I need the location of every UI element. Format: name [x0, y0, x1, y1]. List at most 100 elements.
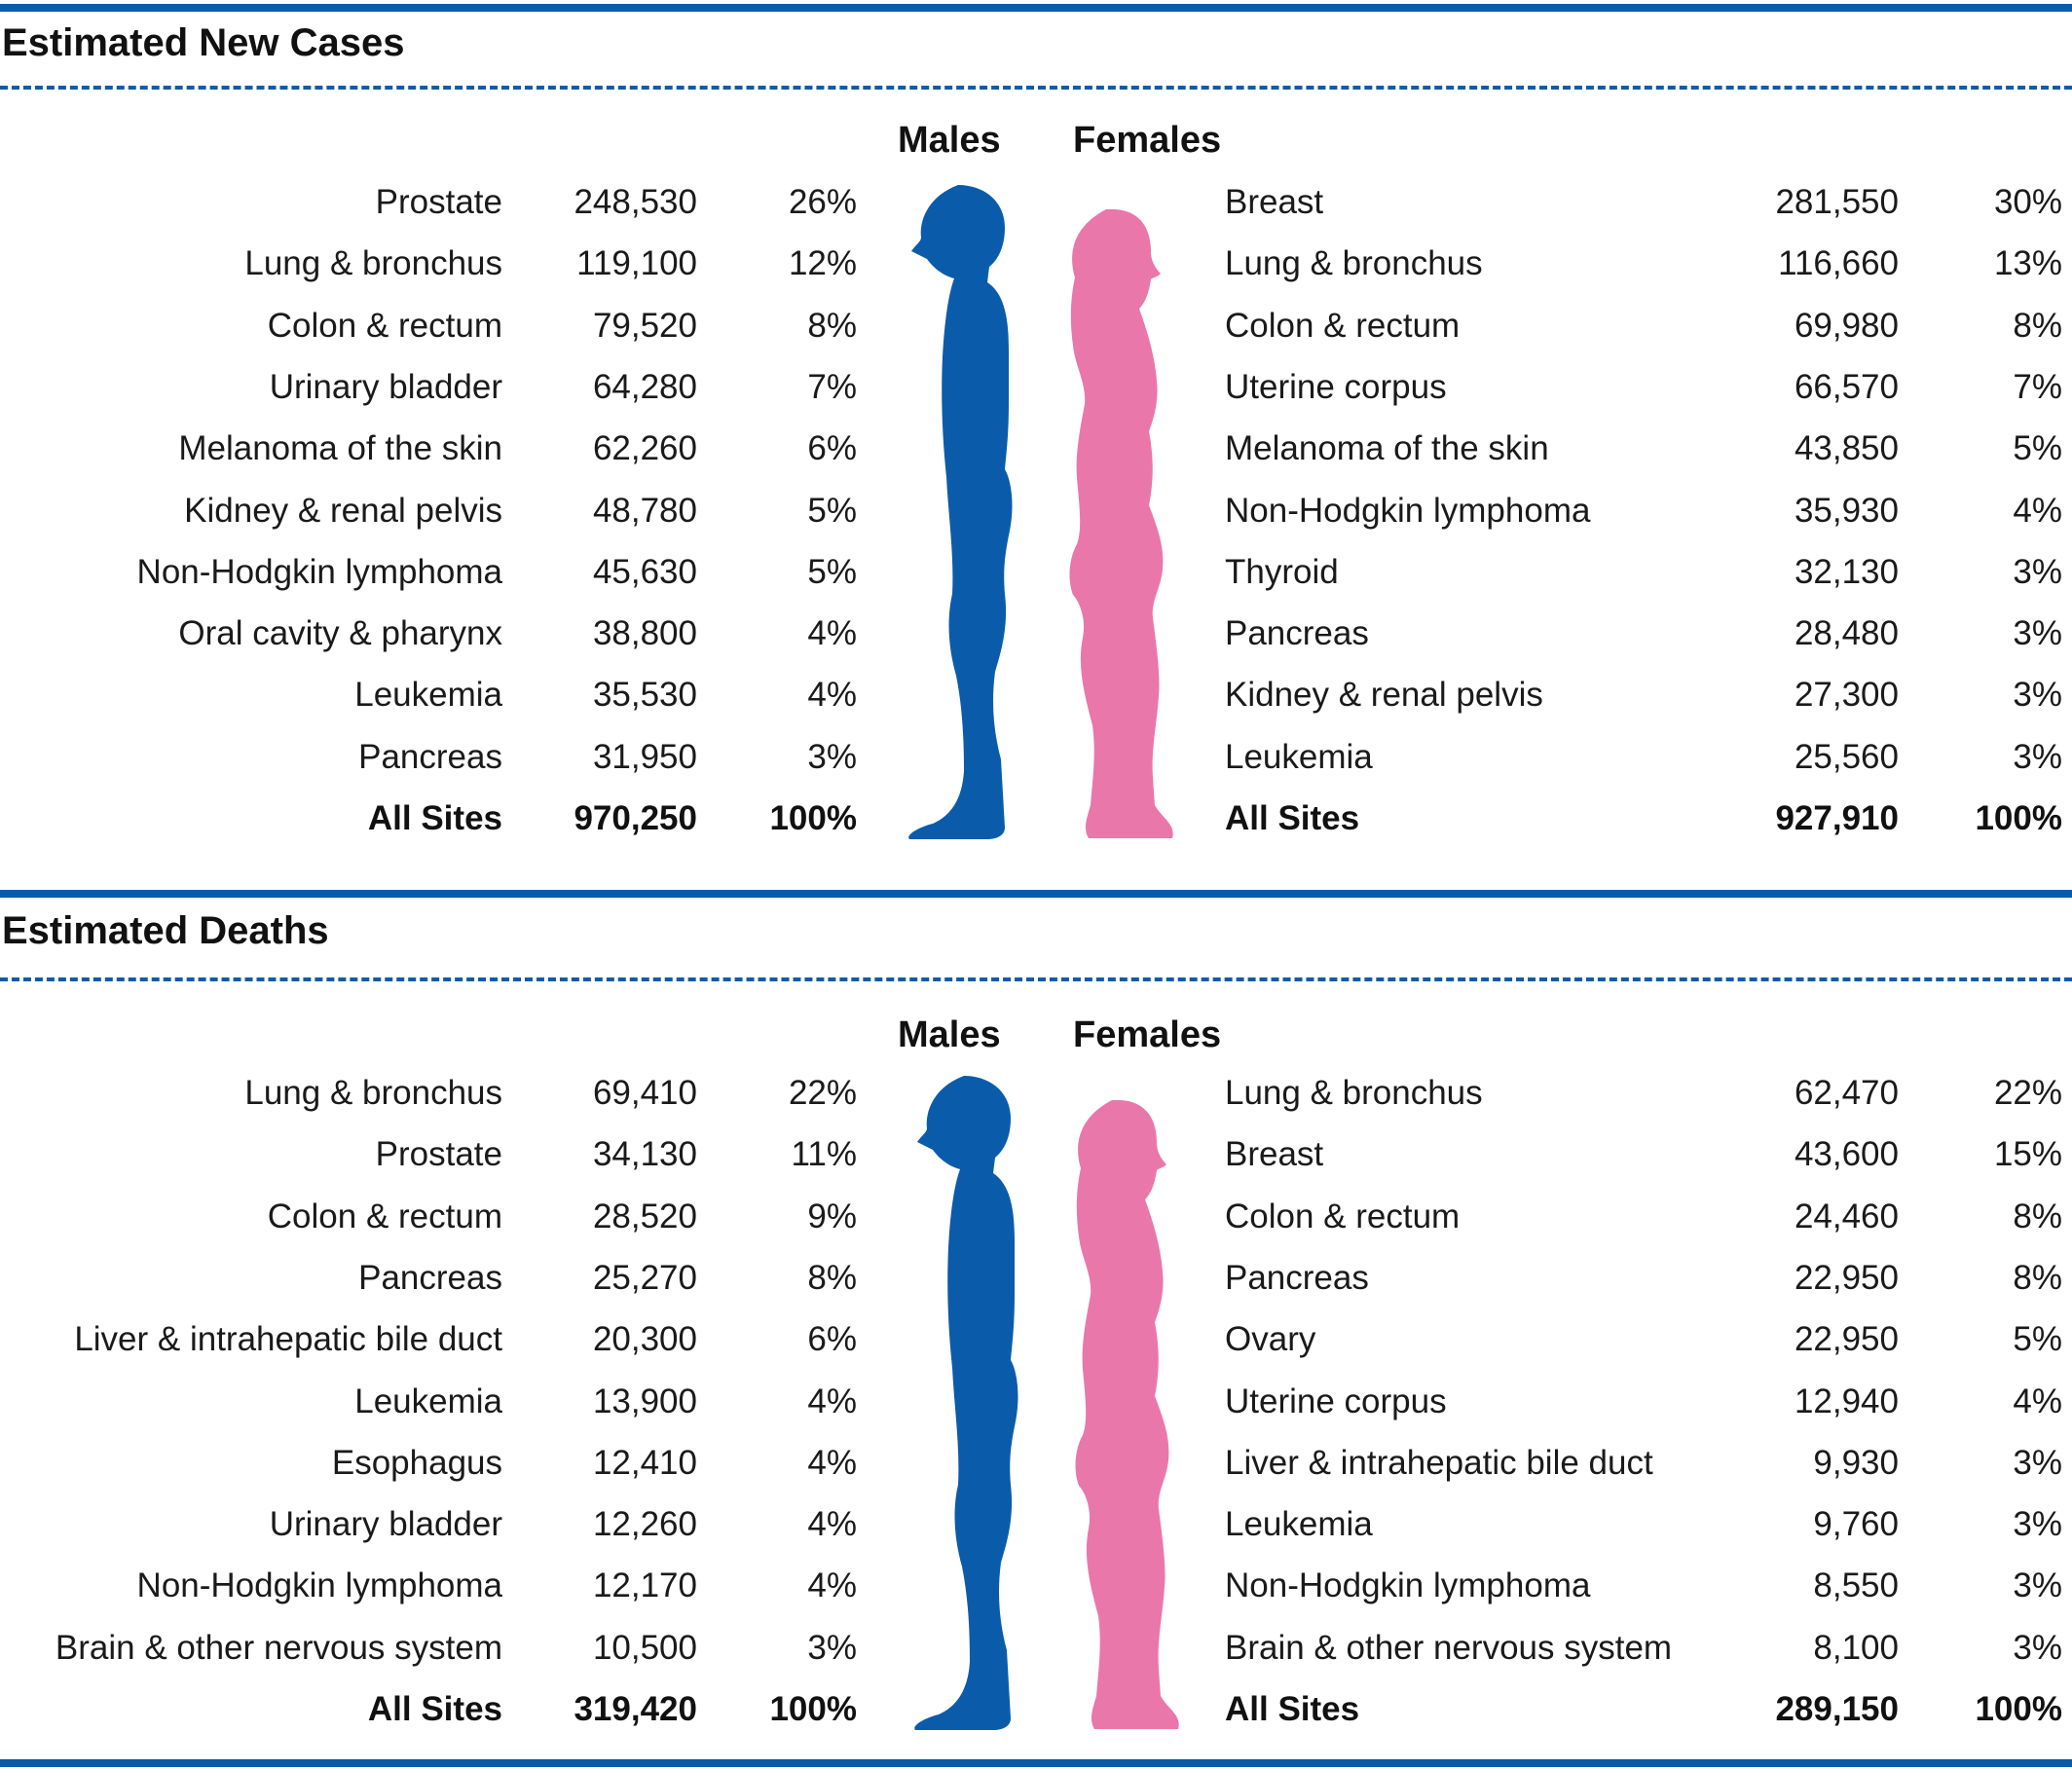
male-pct: 5%: [807, 492, 857, 530]
female-site: Breast: [1225, 1135, 1324, 1173]
female-site: Non-Hodgkin lymphoma: [1225, 1566, 1591, 1604]
male-silhouette-icon: [914, 1076, 1018, 1730]
female-count: 24,460: [1794, 1198, 1899, 1235]
male-site: Urinary bladder: [269, 1505, 502, 1543]
female-site-total: All Sites: [1225, 1690, 1360, 1728]
female-count: 27,300: [1794, 676, 1899, 714]
male-site: Non-Hodgkin lymphoma: [136, 553, 502, 591]
female-pct: 5%: [2013, 429, 2062, 467]
female-pct: 4%: [2013, 492, 2062, 530]
female-count: 43,850: [1794, 429, 1899, 467]
male-pct: 4%: [807, 676, 857, 714]
section-divider-deaths: [0, 977, 2072, 981]
male-count: 12,410: [592, 1444, 697, 1482]
female-pct: 3%: [2013, 1566, 2062, 1604]
male-count: 119,100: [576, 244, 697, 282]
male-site: Prostate: [375, 1135, 502, 1173]
male-pct: 6%: [807, 1320, 857, 1358]
female-site: Non-Hodgkin lymphoma: [1225, 492, 1591, 530]
female-site: Melanoma of the skin: [1225, 429, 1549, 467]
female-count: 9,930: [1813, 1444, 1899, 1482]
female-count: 8,100: [1813, 1629, 1899, 1667]
section-title-deaths: Estimated Deaths: [2, 909, 329, 952]
female-site: Liver & intrahepatic bile duct: [1225, 1444, 1653, 1482]
section-title-new-cases: Estimated New Cases: [2, 21, 405, 64]
male-silhouette-shape: [908, 185, 1013, 839]
female-count: 22,950: [1794, 1320, 1899, 1358]
male-pct: 4%: [807, 1566, 857, 1604]
male-silhouette-shape: [914, 1076, 1018, 1730]
male-pct: 4%: [807, 1444, 857, 1482]
male-pct: 5%: [807, 553, 857, 591]
male-site: Liver & intrahepatic bile duct: [74, 1320, 502, 1358]
female-site: Brain & other nervous system: [1225, 1629, 1673, 1667]
female-pct: 3%: [2013, 1444, 2062, 1482]
female-pct: 3%: [2013, 553, 2062, 591]
female-site: Pancreas: [1225, 1259, 1369, 1297]
female-site: Colon & rectum: [1225, 307, 1461, 345]
female-pct: 22%: [1993, 1074, 2062, 1112]
female-count: 8,550: [1813, 1566, 1899, 1604]
female-count: 22,950: [1794, 1259, 1899, 1297]
female-site: Pancreas: [1225, 614, 1369, 652]
male-site: Kidney & renal pelvis: [184, 492, 502, 530]
top-rule: [0, 4, 2072, 12]
female-count: 43,600: [1794, 1135, 1899, 1173]
male-count: 69,410: [592, 1074, 697, 1112]
male-pct: 4%: [807, 1382, 857, 1420]
female-site: Uterine corpus: [1225, 368, 1447, 406]
female-pct: 3%: [2013, 676, 2062, 714]
male-site-total: All Sites: [367, 799, 502, 837]
male-count: 28,520: [592, 1198, 697, 1235]
male-site: Urinary bladder: [269, 368, 502, 406]
female-silhouette-icon: [1069, 209, 1173, 838]
female-pct: 3%: [2013, 738, 2062, 776]
female-site: Leukemia: [1225, 1505, 1373, 1543]
female-count: 116,660: [1778, 244, 1899, 282]
male-site: Colon & rectum: [267, 1198, 502, 1235]
male-count: 10,500: [592, 1629, 697, 1667]
males-header-deaths: Males: [898, 1014, 1001, 1055]
male-site: Leukemia: [354, 676, 502, 714]
female-count-total: 289,150: [1775, 1690, 1899, 1728]
female-pct: 13%: [1993, 244, 2062, 282]
female-site: Colon & rectum: [1225, 1198, 1461, 1235]
female-pct: 15%: [1993, 1135, 2062, 1173]
male-pct: 7%: [807, 368, 857, 406]
female-site-total: All Sites: [1225, 799, 1360, 837]
female-count: 32,130: [1794, 553, 1899, 591]
male-site: Pancreas: [358, 1259, 502, 1297]
females-header-new-cases: Females: [1073, 120, 1222, 161]
male-count: 45,630: [592, 553, 697, 591]
female-pct: 3%: [2013, 614, 2062, 652]
male-count: 62,260: [592, 429, 697, 467]
male-pct: 11%: [791, 1135, 857, 1173]
section-rule-deaths: [0, 890, 2072, 898]
female-count: 35,930: [1794, 492, 1899, 530]
female-site: Uterine corpus: [1225, 1382, 1447, 1420]
male-site: Colon & rectum: [267, 307, 502, 345]
female-pct: 5%: [2013, 1320, 2062, 1358]
female-silhouette-icon: [1075, 1100, 1179, 1729]
female-site: Thyroid: [1225, 553, 1339, 591]
female-site: Lung & bronchus: [1225, 244, 1483, 282]
female-pct: 30%: [1993, 183, 2062, 221]
female-silhouette-shape: [1069, 209, 1173, 838]
female-pct: 4%: [2013, 1382, 2062, 1420]
male-site: Melanoma of the skin: [178, 429, 502, 467]
male-count: 48,780: [592, 492, 697, 530]
bottom-rule: [0, 1759, 2072, 1767]
male-pct-total: 100%: [769, 799, 857, 837]
male-count: 38,800: [592, 614, 697, 652]
male-count-total: 319,420: [574, 1690, 697, 1728]
female-pct: 7%: [2013, 368, 2062, 406]
female-count: 9,760: [1813, 1505, 1899, 1543]
male-count-total: 970,250: [574, 799, 697, 837]
female-pct: 8%: [2013, 1259, 2062, 1297]
male-site: Lung & bronchus: [244, 244, 502, 282]
male-count: 25,270: [592, 1259, 697, 1297]
male-site: Pancreas: [358, 738, 502, 776]
male-pct: 6%: [807, 429, 857, 467]
male-site: Non-Hodgkin lymphoma: [136, 1566, 502, 1604]
male-pct: 8%: [807, 1259, 857, 1297]
